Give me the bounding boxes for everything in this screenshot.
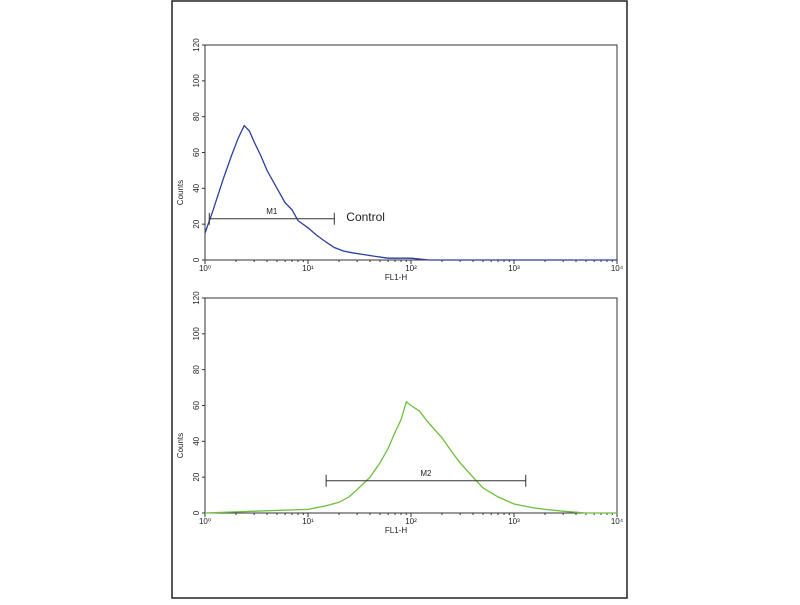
histogram-line (204, 400, 617, 514)
frame (171, 0, 628, 599)
y-axis-label: Counts (176, 433, 185, 458)
y-tick-label: 40 (192, 183, 201, 192)
y-tick-label: 80 (192, 365, 201, 374)
x-axis-label: FL1-H (385, 526, 407, 535)
marker-label: M1 (266, 207, 278, 216)
y-tick-label: 80 (192, 112, 201, 121)
marker-label: M2 (420, 469, 432, 478)
x-tick-label: 10² (405, 264, 417, 273)
y-tick-label: 60 (192, 148, 201, 157)
y-tick-label: 40 (192, 436, 201, 445)
y-tick-label: 0 (192, 257, 201, 262)
x-tick-label: 10⁴ (611, 517, 624, 526)
y-tick-label: 100 (192, 74, 201, 88)
y-tick-label: 20 (192, 472, 201, 481)
x-tick-label: 10² (405, 517, 417, 526)
x-tick-label: 10¹ (302, 517, 314, 526)
y-axis-label: Counts (176, 180, 185, 205)
x-tick-label: 10¹ (302, 264, 314, 273)
annotation: Control (346, 210, 385, 224)
y-tick-label: 20 (192, 219, 201, 228)
y-tick-label: 120 (192, 38, 201, 52)
x-axis-label: FL1-H (385, 273, 407, 282)
histogram-line (204, 124, 617, 261)
x-tick-label: 10³ (508, 517, 520, 526)
x-tick-label: 10⁴ (611, 264, 624, 273)
x-tick-label: 10⁰ (199, 517, 211, 526)
y-tick-label: 100 (192, 327, 201, 341)
x-tick-label: 10³ (508, 264, 520, 273)
y-tick-label: 60 (192, 401, 201, 410)
x-tick-label: 10⁰ (199, 264, 211, 273)
y-tick-label: 120 (192, 291, 201, 305)
y-tick-label: 0 (192, 510, 201, 515)
